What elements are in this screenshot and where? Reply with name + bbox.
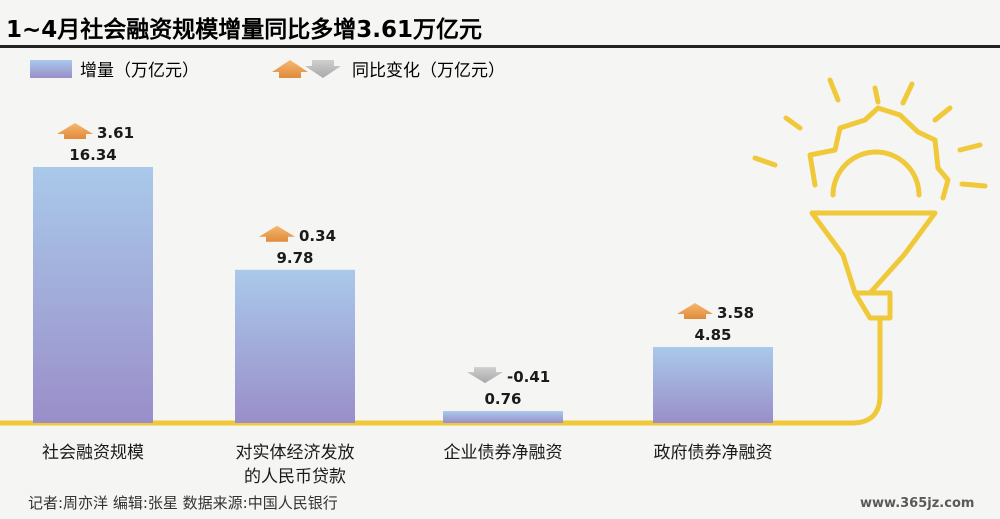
bulb-filament-arc: [830, 149, 922, 198]
bar-value-label: 16.34: [69, 146, 116, 164]
lightbulb-icon: [0, 77, 988, 426]
gear-outline: [807, 105, 951, 201]
legend-series-label: 增量（万亿元）: [80, 61, 199, 81]
category-label: 社会融资规模: [42, 443, 144, 463]
legend: 增量（万亿元） 同比变化（万亿元）: [30, 60, 505, 81]
legend-bar-swatch: [30, 60, 72, 78]
ray: [872, 85, 881, 105]
legend-up-arrow-icon: [272, 60, 308, 78]
bar-value-label: 9.78: [276, 249, 313, 267]
change-up-arrow-icon: [677, 303, 713, 320]
title-rule: [0, 45, 1000, 48]
ray: [827, 77, 841, 103]
change-down-arrow-icon: [467, 367, 503, 384]
bulb-base: [852, 290, 893, 321]
ray: [900, 81, 915, 106]
chart-title: 1~4月社会融资规模增量同比多增3.61万亿元: [6, 16, 482, 43]
category-label: 政府债券净融资: [654, 443, 773, 463]
watermark: www.365jz.com: [860, 496, 974, 511]
bar-value-label: 0.76: [484, 390, 521, 408]
bar: [235, 269, 355, 423]
change-value-label: -0.41: [507, 368, 550, 386]
footer-credits: 记者:周亦洋 编辑:张星 数据来源:中国人民银行: [28, 494, 338, 512]
legend-down-arrow-icon: [305, 60, 341, 78]
baseline-wire: [0, 315, 883, 426]
bar: [33, 167, 153, 423]
ray: [957, 142, 983, 153]
ray: [959, 181, 988, 189]
bar-value-label: 4.85: [694, 326, 731, 344]
change-value-label: 0.34: [299, 227, 336, 245]
change-value-label: 3.61: [97, 124, 134, 142]
legend-change-label: 同比变化（万亿元）: [352, 61, 505, 81]
category-label: 企业债券净融资: [444, 443, 563, 463]
bar: [653, 347, 773, 423]
ray: [932, 105, 953, 123]
change-up-arrow-icon: [57, 123, 93, 139]
category-label: 的人民币贷款: [244, 467, 346, 487]
ray: [783, 115, 803, 131]
category-label: 对实体经济发放: [236, 443, 355, 463]
ray: [752, 155, 778, 168]
bulb-glass: [809, 210, 938, 296]
bar: [443, 411, 563, 423]
change-up-arrow-icon: [259, 225, 295, 242]
change-value-label: 3.58: [717, 304, 754, 322]
